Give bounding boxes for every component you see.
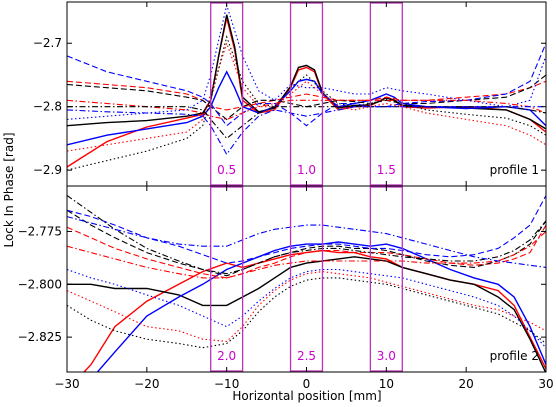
series-red-dashed [67,224,546,279]
panel-label: profile 2 [490,349,539,363]
series-red-dashdot [67,99,546,120]
series-blue-solid [67,70,546,146]
panel-frame [66,185,547,373]
panel-label: profile 1 [490,163,539,177]
series-blue-dashdot [67,106,546,156]
panel-2: 2.0 2.5 3.0 −2.775 −2.800 −2.825 −30 −20 −10 0 10 2… [18,185,554,391]
series-red-solid [67,17,546,168]
x-tick-label: 30 [538,377,553,391]
series-red-dotted [67,271,546,342]
series-blue-dashed [67,42,546,127]
highlight-box [289,186,324,372]
series-black-solid [67,14,546,130]
y-tick-label: −2.800 [18,277,62,291]
series-black-dotted [67,35,546,171]
series-blue-dotted [67,3,546,120]
series-blue-dotted [67,268,546,349]
x-tick-label: 0 [303,377,311,391]
highlight-box-label: 1.5 [377,163,396,177]
x-axis-label: Horizontal position [mm] [232,389,381,403]
series-red-dashdot [67,230,546,279]
panel-1: 0.5 1.0 1.5 −2.7 −2.8 −2.9 profile 1 [33,1,547,187]
x-tick-label: −20 [134,377,159,391]
panels: 0.5 1.0 1.5 −2.7 −2.8 −2.9 profile 1 2.0 2.5 3.0 −… [18,1,554,391]
y-tick-label: −2.9 [33,163,62,177]
y-axis-label: Lock In Phase [rad] [2,132,16,247]
y-tick-label: −2.8 [33,100,62,114]
y-tick-label: −2.7 [33,36,62,50]
x-tick-label: −10 [214,377,239,391]
highlight-box-label: 2.5 [297,349,316,363]
highlight-box-label: 3.0 [377,349,396,363]
series-blue-dashdot [67,216,546,268]
highlight-box-label: 0.5 [217,163,236,177]
x-tick-label: −30 [54,377,79,391]
series-red-dashed [67,80,546,111]
series-black-dashdot [67,106,546,140]
x-tick-label: 10 [379,377,394,391]
y-tick-label: −2.825 [18,330,62,344]
series-black-dashed [67,209,546,277]
highlight-box-label: 1.0 [297,163,316,177]
x-tick-label: 20 [459,377,474,391]
series-red-dotted [67,41,546,152]
series-group [67,3,546,171]
highlight-box-label: 2.0 [217,349,236,363]
y-tick-label: −2.775 [18,224,62,238]
